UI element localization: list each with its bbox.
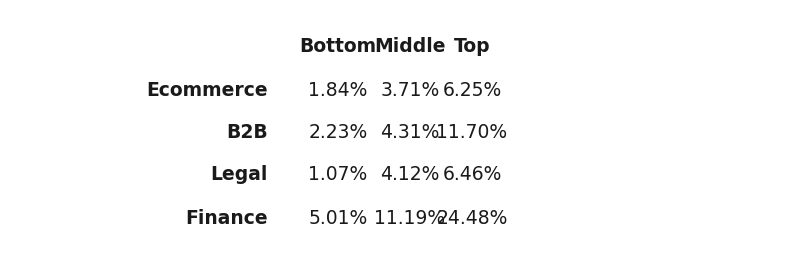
Text: 24.48%: 24.48% — [436, 209, 508, 227]
Text: 5.01%: 5.01% — [309, 209, 367, 227]
Text: 6.46%: 6.46% — [443, 166, 502, 184]
Text: Bottom: Bottom — [299, 37, 377, 57]
Text: 4.12%: 4.12% — [380, 166, 439, 184]
Text: B2B: B2B — [226, 124, 268, 143]
Text: 11.19%: 11.19% — [375, 209, 446, 227]
Text: Top: Top — [454, 37, 490, 57]
Text: 1.84%: 1.84% — [308, 80, 367, 100]
Text: 4.31%: 4.31% — [380, 124, 439, 143]
Text: 2.23%: 2.23% — [309, 124, 367, 143]
Text: Finance: Finance — [185, 209, 268, 227]
Text: Legal: Legal — [211, 166, 268, 184]
Text: 6.25%: 6.25% — [443, 80, 501, 100]
Text: Ecommerce: Ecommerce — [147, 80, 268, 100]
Text: 11.70%: 11.70% — [436, 124, 508, 143]
Text: Middle: Middle — [375, 37, 446, 57]
Text: 1.07%: 1.07% — [309, 166, 367, 184]
Text: 3.71%: 3.71% — [380, 80, 439, 100]
